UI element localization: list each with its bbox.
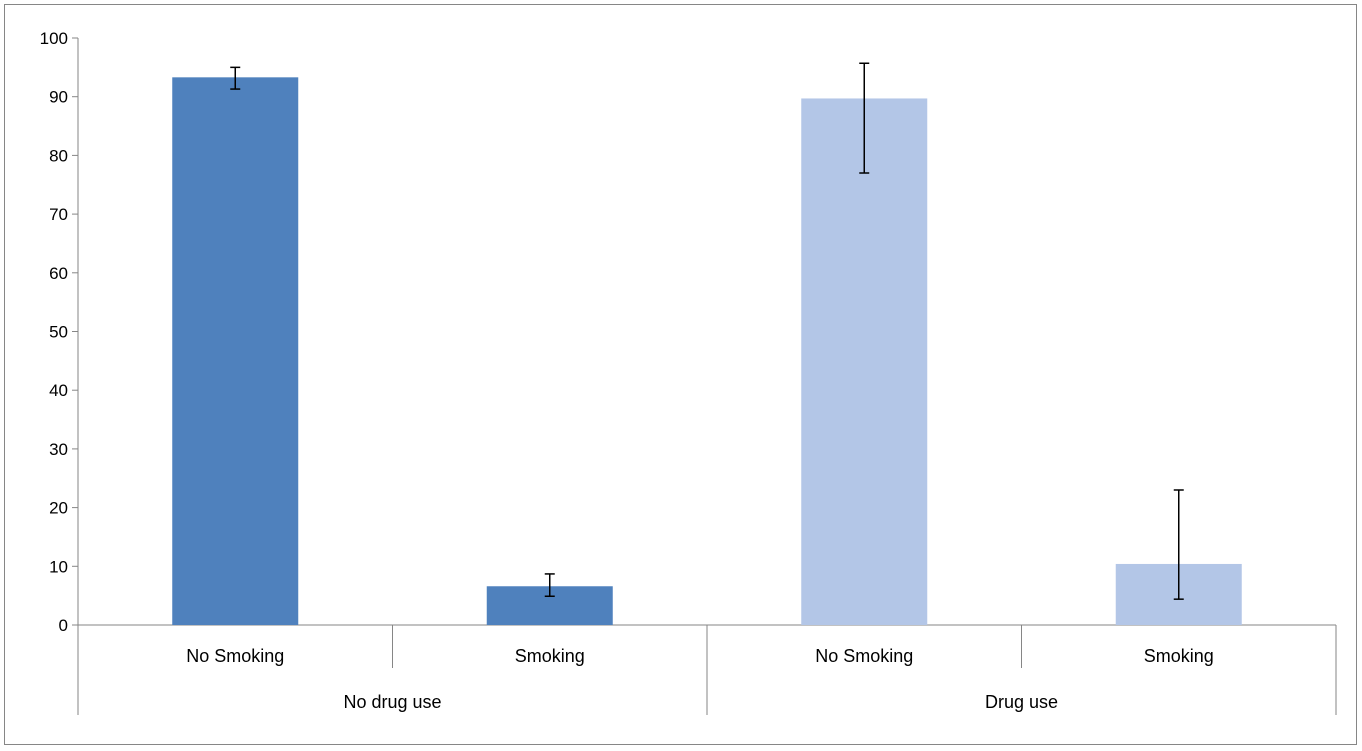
y-tick-label: 30 (49, 440, 68, 459)
bar (801, 98, 928, 625)
y-tick-label: 10 (49, 557, 68, 576)
x-group-label: No drug use (343, 692, 441, 712)
x-group-label: Drug use (985, 692, 1058, 712)
bar (172, 77, 299, 626)
y-tick-label: 0 (59, 616, 68, 635)
y-tick-label: 20 (49, 499, 68, 518)
y-tick-label: 90 (49, 88, 68, 107)
y-tick-label: 70 (49, 205, 68, 224)
x-category-label: Smoking (515, 646, 585, 666)
y-tick-label: 80 (49, 146, 68, 165)
x-category-label: Smoking (1144, 646, 1214, 666)
y-tick-label: 50 (49, 323, 68, 342)
x-category-label: No Smoking (815, 646, 913, 666)
y-tick-label: 60 (49, 264, 68, 283)
y-tick-label: 100 (40, 29, 68, 48)
y-tick-label: 40 (49, 381, 68, 400)
x-category-label: No Smoking (186, 646, 284, 666)
